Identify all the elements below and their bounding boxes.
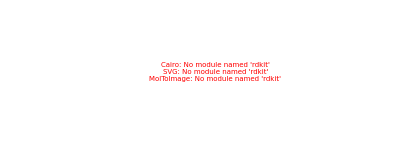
- Text: Cairo: No module named 'rdkit'
SVG: No module named 'rdkit'
MolToImage: No modul: Cairo: No module named 'rdkit' SVG: No m…: [149, 62, 281, 82]
